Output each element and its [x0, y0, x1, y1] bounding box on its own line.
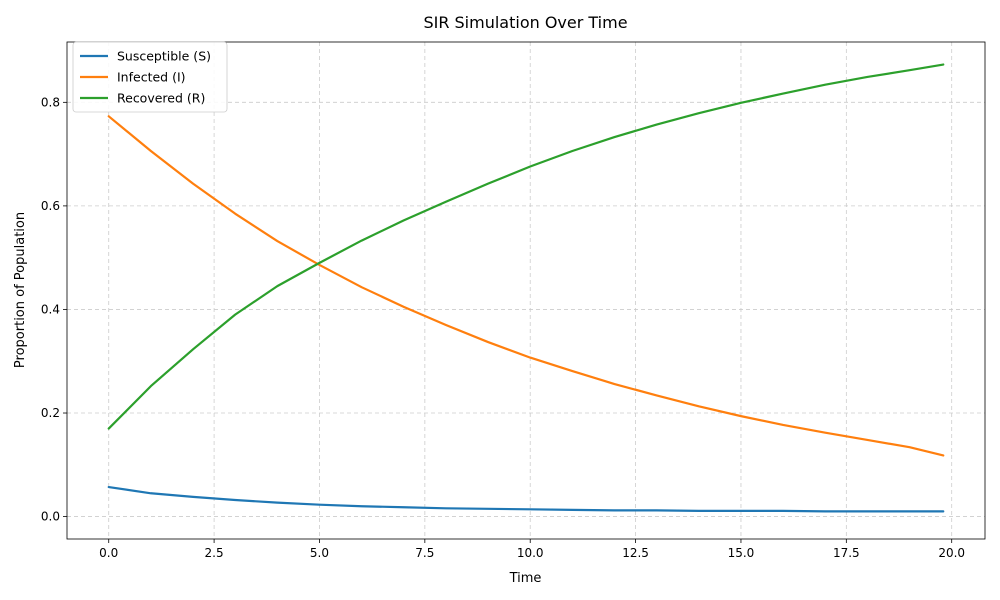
x-axis-label: Time [509, 571, 542, 586]
x-tick-label: 0.0 [99, 546, 118, 560]
legend-label: Recovered (R) [117, 91, 205, 106]
x-tick-label: 10.0 [517, 546, 544, 560]
plot-frame [66, 41, 986, 540]
legend-label: Infected (I) [117, 70, 186, 85]
series-line-2 [107, 115, 945, 457]
y-tick-label: 0.2 [41, 406, 60, 420]
y-tick-label: 0.8 [41, 95, 60, 109]
series-lines [107, 63, 945, 513]
x-tick-label: 7.5 [415, 546, 434, 560]
x-tick-label: 5.0 [310, 546, 329, 560]
y-tick-label: 0.6 [41, 199, 60, 213]
x-tick-label: 17.5 [833, 546, 860, 560]
y-tick-label: 0.4 [41, 302, 60, 316]
x-tick-label: 15.0 [728, 546, 755, 560]
y-axis-label: Proportion of Population [13, 212, 28, 368]
series-line-3 [107, 63, 945, 430]
x-tick-label: 12.5 [622, 546, 649, 560]
series-line-1 [107, 485, 945, 513]
y-tick-label: 0.0 [41, 510, 60, 524]
axis-ticks: 0.0 2.5 5.0 7.5 10.0 12.5 15.0 17.5 20.0 0.0 0.2 0.… [41, 95, 965, 560]
chart-title: SIR Simulation Over Time [423, 13, 627, 32]
legend-box [72, 41, 228, 113]
legend: Susceptible (S) Infected (I) Recovered (R) [72, 41, 228, 113]
x-tick-label: 20.0 [938, 546, 965, 560]
x-tick-label: 2.5 [205, 546, 224, 560]
legend-label: Susceptible (S) [117, 49, 211, 64]
grid [67, 42, 985, 539]
